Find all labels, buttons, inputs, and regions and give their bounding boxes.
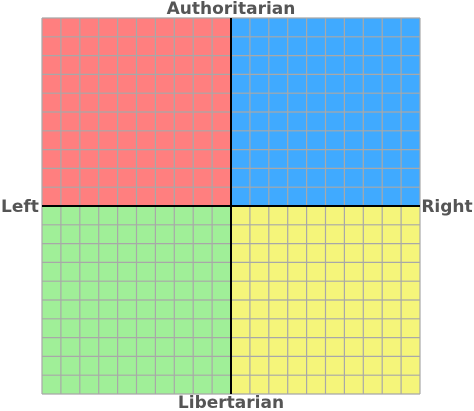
label-right: Right — [421, 197, 472, 217]
label-bottom: Libertarian — [178, 393, 284, 411]
label-top: Authoritarian — [167, 0, 296, 19]
label-left: Left — [1, 197, 39, 217]
